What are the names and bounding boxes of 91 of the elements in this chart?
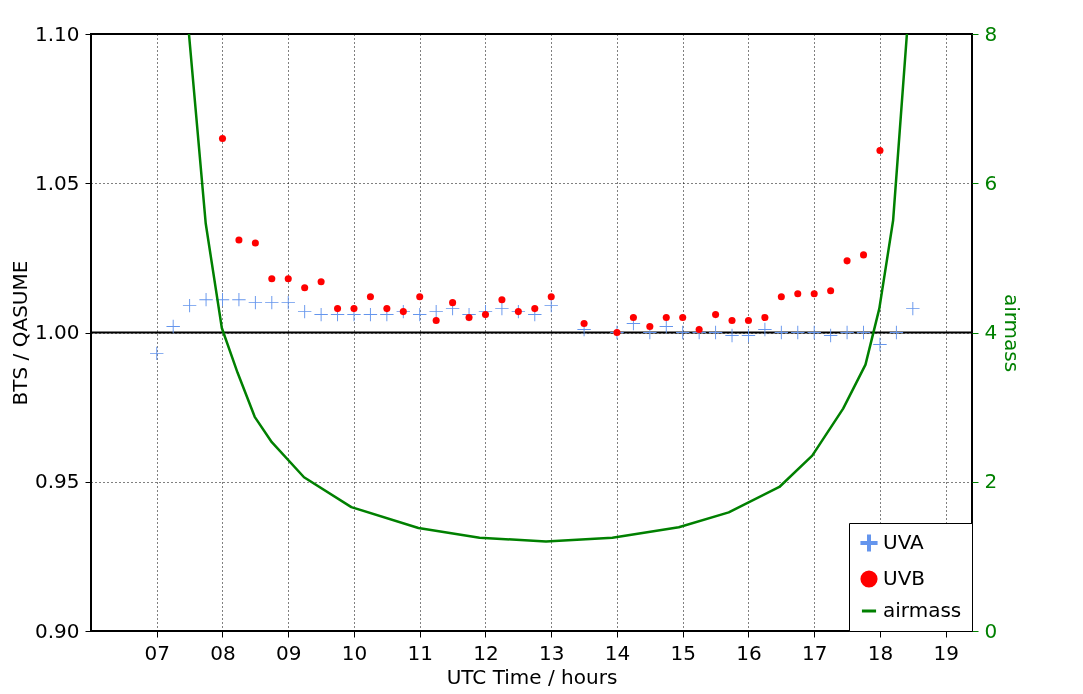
point bbox=[744, 317, 752, 325]
point bbox=[495, 301, 509, 316]
point bbox=[679, 314, 687, 322]
point bbox=[199, 292, 213, 307]
point bbox=[265, 295, 279, 310]
point bbox=[794, 290, 802, 298]
y-tick-label: 1.05 bbox=[34, 170, 80, 195]
point bbox=[906, 301, 920, 316]
y-tick-label: 0.95 bbox=[34, 469, 80, 494]
point bbox=[182, 298, 197, 313]
point bbox=[268, 275, 276, 283]
y2-tick-label: 6 bbox=[984, 170, 998, 195]
x-tick-label: 16 bbox=[736, 640, 762, 665]
point bbox=[150, 346, 164, 361]
point bbox=[284, 275, 292, 283]
point bbox=[334, 305, 342, 313]
point bbox=[297, 304, 312, 319]
y2-tick-label: 0 bbox=[984, 618, 998, 643]
y-tick-label: 1.10 bbox=[34, 21, 80, 46]
x-tick-label: 08 bbox=[210, 640, 236, 665]
point bbox=[580, 320, 588, 328]
legend-label: UVB bbox=[883, 566, 926, 590]
point bbox=[629, 314, 637, 322]
point bbox=[449, 299, 457, 307]
point bbox=[777, 293, 785, 301]
legend-label: airmass bbox=[883, 598, 962, 622]
point bbox=[218, 134, 227, 142]
point bbox=[498, 296, 506, 304]
point bbox=[840, 325, 854, 340]
point bbox=[314, 307, 328, 322]
legend-label: UVA bbox=[883, 530, 925, 554]
y2-tick-label: 2 bbox=[984, 469, 998, 494]
point bbox=[317, 278, 325, 286]
y2-tick-label: 4 bbox=[984, 320, 998, 344]
point bbox=[827, 287, 835, 295]
point bbox=[659, 319, 673, 334]
x-tick-label: 10 bbox=[341, 640, 368, 665]
point bbox=[363, 307, 378, 322]
point bbox=[547, 293, 555, 301]
x-tick-label: 11 bbox=[407, 640, 433, 665]
x-tick-label: 13 bbox=[539, 640, 565, 665]
point bbox=[662, 314, 670, 322]
x-tick-label: 19 bbox=[933, 640, 959, 665]
y-tick-label: 0.90 bbox=[34, 618, 80, 643]
x-tick-label: 18 bbox=[867, 640, 894, 665]
point bbox=[758, 322, 772, 337]
point bbox=[416, 293, 424, 301]
point bbox=[859, 251, 868, 259]
y2-tick-label: 8 bbox=[984, 21, 998, 46]
point bbox=[350, 305, 358, 313]
point bbox=[712, 311, 720, 319]
point bbox=[708, 325, 723, 340]
y-tick-label: 1.00 bbox=[34, 320, 80, 344]
point bbox=[791, 325, 805, 340]
point bbox=[728, 317, 736, 325]
point bbox=[876, 146, 884, 154]
point bbox=[413, 307, 427, 322]
y2-axis-title: airmass bbox=[1000, 293, 1025, 373]
point bbox=[856, 325, 871, 340]
point bbox=[741, 328, 756, 343]
point bbox=[281, 295, 295, 310]
y-axis-title: BTS / QASUME bbox=[7, 260, 32, 406]
x-axis-title: UTC Time / hours bbox=[446, 664, 618, 689]
point bbox=[810, 290, 818, 298]
x-tick-label: 17 bbox=[801, 640, 828, 665]
point bbox=[166, 319, 180, 334]
x-tick-label: 09 bbox=[276, 640, 302, 665]
x-tick-label: 14 bbox=[604, 640, 631, 665]
point bbox=[301, 284, 309, 292]
point bbox=[432, 317, 440, 325]
point bbox=[873, 337, 887, 352]
point bbox=[646, 323, 654, 331]
point bbox=[248, 295, 263, 310]
point bbox=[676, 325, 690, 340]
point bbox=[544, 298, 558, 313]
point bbox=[429, 304, 443, 319]
point bbox=[251, 239, 259, 247]
point bbox=[807, 325, 821, 340]
point bbox=[761, 314, 769, 322]
point bbox=[774, 325, 789, 340]
point bbox=[889, 325, 904, 340]
point bbox=[366, 293, 374, 301]
x-tick-label: 12 bbox=[473, 640, 499, 665]
point bbox=[383, 305, 391, 313]
point bbox=[843, 257, 851, 265]
point bbox=[232, 292, 246, 307]
x-tick-label: 07 bbox=[144, 640, 170, 665]
point bbox=[823, 328, 838, 343]
x-tick-label: 15 bbox=[670, 640, 696, 665]
point bbox=[235, 236, 243, 244]
point bbox=[531, 305, 539, 313]
